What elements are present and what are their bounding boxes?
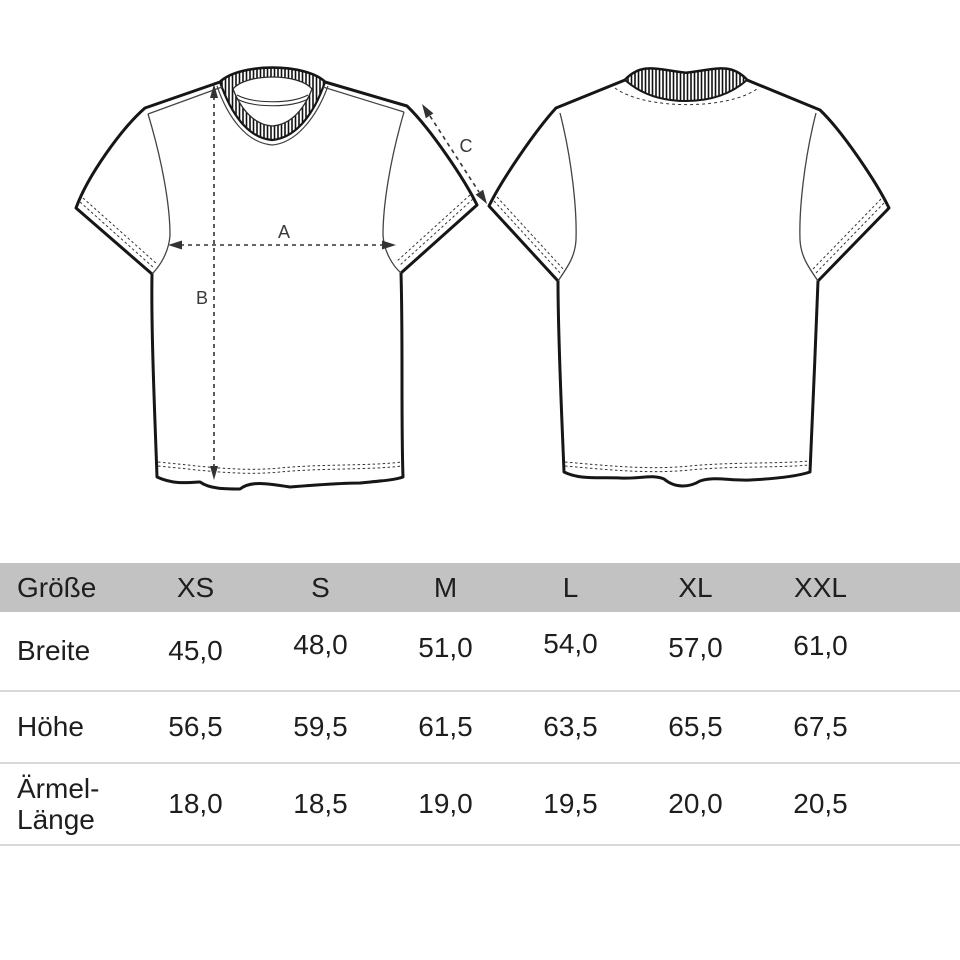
size-value-cell: 61,5	[418, 711, 473, 743]
front-right-cuff-stitch	[395, 194, 474, 267]
table-header-row: Größe XS S M L XL XXL	[0, 563, 960, 612]
back-right-cuff-stitch	[810, 198, 885, 276]
sleeve-arrow-c	[429, 115, 480, 193]
size-value-cell: 19,0	[418, 788, 473, 820]
front-left-armhole-seam	[147, 113, 171, 275]
height-arrow-b-bottom-head	[210, 466, 218, 480]
size-value-cell: 20,0	[668, 788, 723, 820]
header-cell-xxl: XXL	[794, 571, 847, 603]
size-table: Größe XS S M L XL XXL Breite 45,0 48,0 5…	[0, 563, 960, 846]
header-cell-size: Größe	[17, 571, 97, 603]
row-label: Breite	[17, 635, 91, 667]
measurement-arrows: A B C	[168, 84, 487, 480]
tshirt-measurement-diagram: A B C	[74, 66, 891, 491]
width-arrow-a-right-head	[382, 240, 396, 250]
header-cell-xl: XL	[678, 571, 713, 603]
back-left-armhole-seam	[557, 112, 577, 282]
size-value-cell: 59,5	[293, 711, 348, 743]
front-right-shoulder-seam	[322, 86, 405, 113]
size-value-cell: 19,5	[543, 788, 598, 820]
row-label: Höhe	[17, 711, 84, 743]
row-label: Ärmel-Länge	[17, 772, 100, 835]
size-value-cell: 67,5	[793, 711, 848, 743]
front-left-shoulder-seam	[147, 86, 223, 115]
front-collar-inner-seam	[236, 94, 309, 107]
header-cell-l: L	[562, 571, 579, 603]
header-cell-xs: XS	[176, 571, 215, 603]
size-value-cell: 20,5	[793, 788, 848, 820]
sleeve-arrow-c-bottom-head	[475, 189, 487, 204]
sleeve-arrow-c-top-head	[422, 104, 434, 119]
front-left-cuff-stitch	[79, 197, 158, 269]
size-value-cell: 56,5	[168, 711, 223, 743]
back-yoke-stitch	[614, 87, 758, 106]
height-arrow-b-top-head	[210, 84, 218, 98]
back-shirt-illustration	[487, 67, 891, 488]
front-shirt-outline	[74, 66, 479, 491]
header-cell-m: M	[433, 571, 458, 603]
size-value-cell: 51,0	[418, 632, 473, 664]
back-right-armhole-seam	[799, 112, 819, 282]
front-shirt-illustration	[74, 66, 479, 491]
size-diagram-svg: A B C	[74, 66, 891, 491]
size-value-cell: 65,5	[668, 711, 723, 743]
header-cell-s: S	[311, 571, 330, 603]
back-shirt-outline	[487, 67, 891, 488]
front-hem-stitch	[157, 461, 403, 474]
size-value-cell: 45,0	[168, 635, 223, 667]
table-row-height: Höhe 56,5 59,5 61,5 63,5 65,5 67,5	[0, 692, 960, 764]
front-neckline-stitch	[216, 85, 329, 146]
size-value-cell: 54,0	[543, 628, 598, 660]
table-row-sleeve-length: Ärmel-Länge 18,0 18,5 19,0 19,5 20,0 20,…	[0, 764, 960, 846]
back-collar-band	[623, 67, 749, 103]
size-value-cell: 18,5	[293, 788, 348, 820]
back-hem-stitch	[564, 460, 810, 473]
size-value-cell: 48,0	[293, 629, 348, 661]
front-right-armhole-seam	[382, 111, 405, 274]
back-left-cuff-stitch	[493, 196, 566, 276]
width-arrow-a-left-head	[168, 240, 182, 250]
label-c: C	[460, 136, 473, 156]
table-row-width: Breite 45,0 48,0 51,0 54,0 57,0 61,0	[0, 612, 960, 692]
label-b: B	[196, 288, 208, 308]
size-value-cell: 57,0	[668, 632, 723, 664]
size-value-cell: 18,0	[168, 788, 223, 820]
size-value-cell: 63,5	[543, 711, 598, 743]
label-a: A	[278, 222, 290, 242]
size-value-cell: 61,0	[793, 630, 848, 662]
